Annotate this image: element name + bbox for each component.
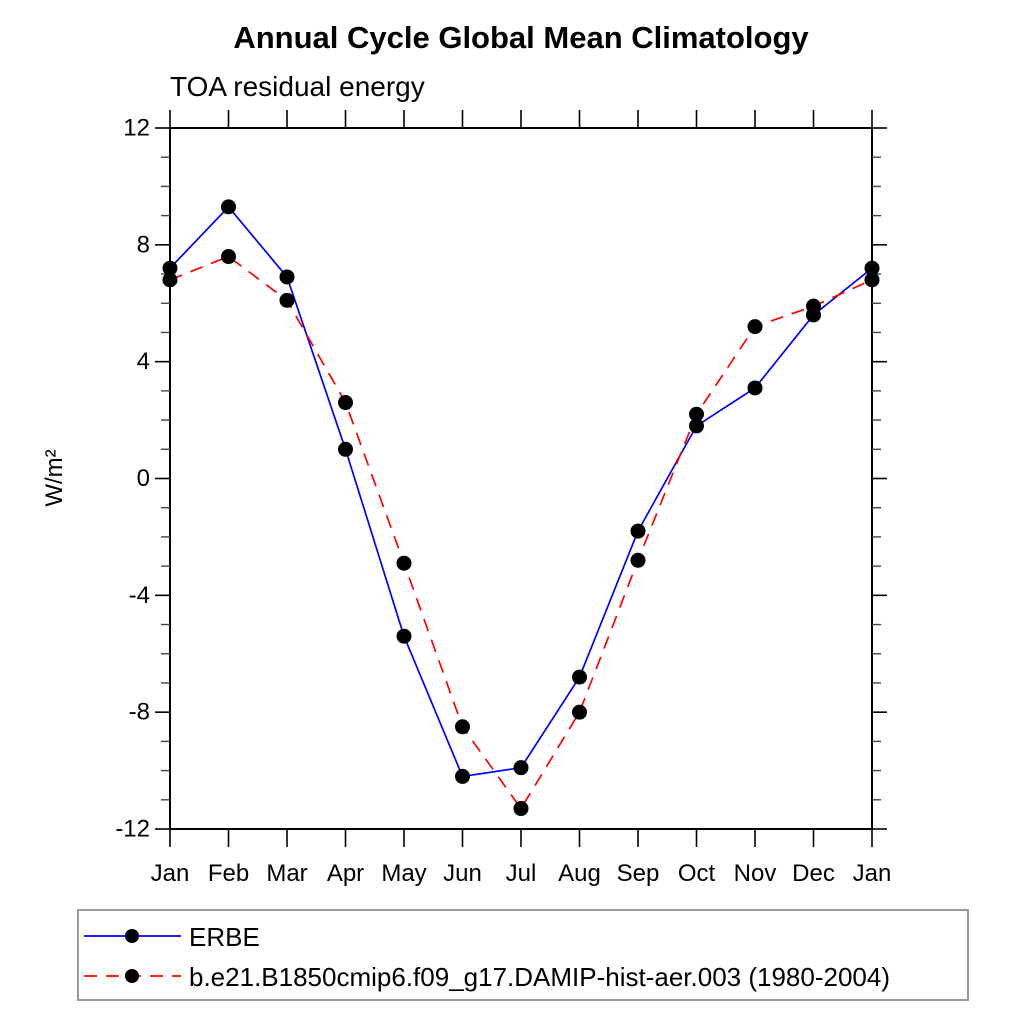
x-tick-label: Dec (792, 860, 835, 887)
data-point-model (747, 319, 763, 335)
legend: ERBE b.e21.B1850cmip6.f09_g17.DAMIP-hist… (77, 909, 969, 1001)
data-point-model (806, 298, 821, 314)
data-point-model (221, 249, 236, 265)
legend-label-erbe: ERBE (189, 922, 260, 952)
y-tick-label: -4 (129, 582, 150, 609)
x-tick-label: Apr (327, 860, 364, 887)
x-tick-label: Nov (734, 860, 777, 887)
data-point-model (572, 704, 587, 720)
chart-subtitle: TOA residual energy (170, 71, 425, 102)
data-point-erbe (864, 260, 880, 276)
data-point-model (630, 552, 646, 568)
x-tick-label: Jun (443, 860, 482, 887)
y-tick-label: -8 (129, 699, 150, 726)
data-point-erbe (221, 199, 236, 215)
data-point-model (396, 555, 412, 571)
legend-marker-erbe (125, 929, 139, 943)
data-point-erbe (747, 380, 763, 396)
data-point-model (864, 272, 880, 288)
y-tick-label: -12 (115, 816, 150, 843)
data-point-erbe (279, 269, 295, 285)
x-tick-label: May (381, 860, 426, 887)
plot-axes: Jan Feb Mar Apr May Jun Jul Aug Sep Oct Nov Dec Jan 1… (115, 110, 891, 887)
y-axis-label: W/m² (41, 449, 68, 506)
x-tick-label: Feb (208, 860, 249, 887)
y-tick-label: 8 (137, 231, 150, 258)
data-point-erbe (689, 418, 704, 434)
x-tick-label: Jan (151, 860, 190, 887)
data-point-erbe (162, 260, 178, 276)
y-tick-label: 12 (123, 115, 150, 142)
data-point-model (279, 292, 295, 308)
x-tick-label: Oct (678, 860, 716, 887)
data-point-erbe (630, 523, 646, 539)
x-tick-label: Jan (853, 860, 892, 887)
x-tick-label: Mar (266, 860, 307, 887)
data-point-model (455, 719, 470, 735)
legend-label-model: b.e21.B1850cmip6.f09_g17.DAMIP-hist-aer.… (189, 962, 890, 992)
series-line-model (169, 255, 873, 811)
legend-marker-model (125, 969, 139, 983)
data-point-erbe (396, 628, 412, 644)
data-point-model (338, 395, 353, 411)
data-point-model (162, 272, 178, 288)
data-point-erbe (455, 768, 470, 784)
y-tick-label: 4 (137, 348, 150, 375)
data-point-erbe (513, 760, 529, 776)
data-point-model (513, 801, 529, 817)
legend-box (77, 909, 969, 1001)
data-point-model (689, 406, 704, 422)
x-tick-label: Jul (506, 860, 537, 887)
y-tick-label: 0 (137, 465, 150, 492)
x-tick-label: Sep (617, 860, 660, 887)
data-point-erbe (572, 669, 587, 685)
data-point-erbe (338, 441, 353, 457)
chart-title: Annual Cycle Global Mean Climatology (233, 20, 809, 55)
x-tick-label: Aug (558, 860, 601, 887)
data-series-layer (162, 199, 880, 817)
